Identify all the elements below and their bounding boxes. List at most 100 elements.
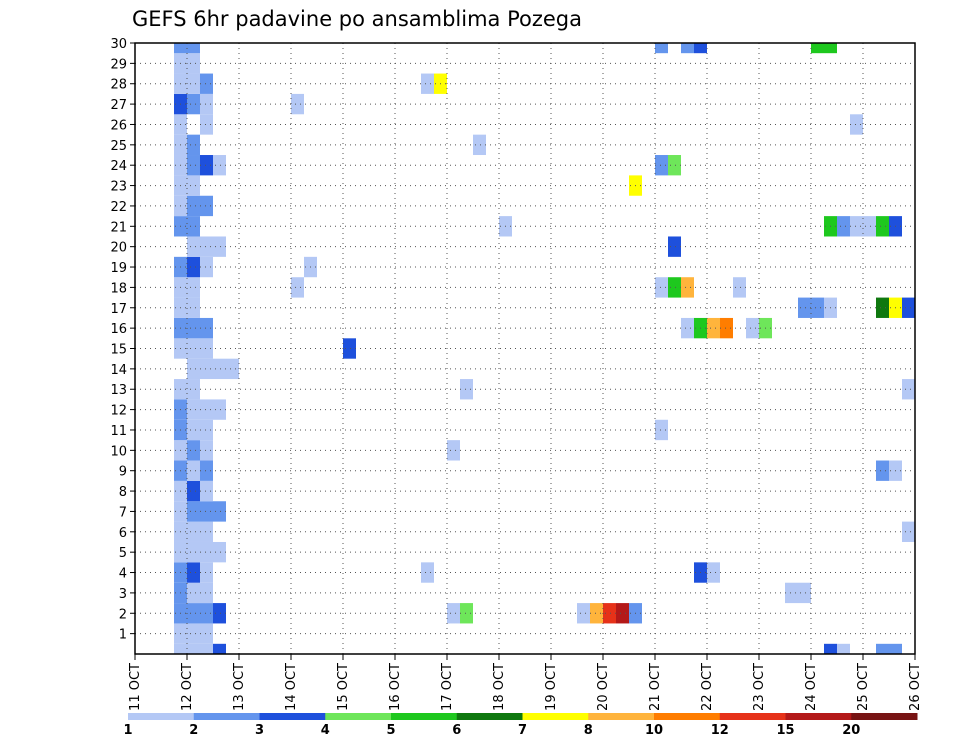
colorbar-label: 8 [584, 723, 593, 738]
heatmap-cell [200, 562, 213, 583]
x-tick-label: 24 OCT [804, 663, 819, 711]
x-tick-label: 11 OCT [128, 663, 143, 711]
colorbar-swatch [391, 713, 458, 720]
heatmap-cell [187, 419, 200, 441]
heatmap-cell [200, 236, 213, 257]
heatmap-cell [902, 379, 915, 400]
x-tick-label: 16 OCT [388, 663, 403, 711]
colorbar-swatch [259, 713, 326, 720]
heatmap-cell [187, 399, 200, 420]
heatmap-cell [187, 43, 200, 54]
heatmap-cell [200, 643, 213, 654]
heatmap-cell [655, 43, 668, 54]
y-tick-label: 19 [110, 261, 127, 276]
heatmap-cell [187, 195, 200, 217]
y-tick-label: 3 [119, 587, 127, 602]
heatmap-cell [213, 236, 226, 257]
heatmap-cell [187, 236, 200, 257]
heatmap-cell [655, 155, 668, 176]
heatmap-cell [200, 623, 213, 644]
heatmap-cell [187, 541, 200, 563]
y-tick-label: 20 [110, 241, 127, 256]
heatmap-cell [681, 317, 694, 339]
heatmap-cell [187, 379, 200, 400]
heatmap-cell [213, 358, 226, 380]
heatmap-cell [200, 338, 213, 359]
colorbar-swatch [128, 713, 195, 720]
heatmap-cell [200, 501, 213, 522]
heatmap-cell [876, 297, 889, 318]
x-tick-label: 14 OCT [284, 663, 299, 711]
colorbar-swatch [719, 713, 786, 720]
heatmap-cell [200, 521, 213, 542]
y-tick-label: 11 [110, 424, 127, 439]
y-tick-label: 26 [110, 118, 127, 133]
heatmap-cell [421, 562, 434, 583]
heatmap-cell [837, 216, 850, 237]
y-tick-label: 18 [110, 281, 127, 296]
colorbar-label: 10 [645, 723, 663, 738]
heatmap-cell [200, 480, 213, 502]
colorbar-swatch [456, 713, 523, 720]
heatmap-cell [187, 582, 200, 604]
heatmap-cell [187, 216, 200, 237]
y-tick-label: 27 [110, 98, 127, 113]
heatmap-cell [200, 460, 213, 481]
heatmap-cell [707, 562, 720, 583]
heatmap-cell [200, 399, 213, 420]
y-tick-label: 9 [119, 465, 127, 480]
heatmap-cell [187, 521, 200, 542]
x-tick-label: 25 OCT [856, 663, 871, 711]
y-tick-label: 28 [110, 78, 127, 93]
heatmap-cell [720, 317, 733, 339]
heatmap-cell [824, 43, 837, 54]
heatmap-cell [200, 582, 213, 604]
heatmap-cell [616, 603, 629, 624]
y-tick-label: 8 [119, 485, 127, 500]
heatmap-cell [837, 643, 850, 654]
heatmap-cell [655, 419, 668, 441]
x-tick-label: 17 OCT [440, 663, 455, 711]
heatmap-cell [863, 216, 876, 237]
y-tick-label: 14 [110, 363, 127, 378]
colorbar-swatch [785, 713, 852, 720]
heatmap-cell [577, 603, 590, 624]
heatmap-cell [213, 643, 226, 654]
heatmap-cell [187, 501, 200, 522]
x-tick-label: 20 OCT [596, 663, 611, 711]
heatmap-cell [707, 317, 720, 339]
heatmap-cell [200, 195, 213, 217]
heatmap-cell [668, 236, 681, 257]
heatmap-cell [811, 43, 824, 54]
chart-title: GEFS 6hr padavine po ansamblima Pozega [132, 7, 582, 31]
heatmap-cell [473, 134, 486, 156]
y-tick-label: 29 [110, 57, 127, 72]
colorbar-swatch [654, 713, 721, 720]
heatmap-cell [187, 603, 200, 624]
heatmap-cell [447, 440, 460, 461]
y-tick-label: 13 [110, 383, 127, 398]
y-tick-label: 17 [110, 302, 127, 317]
y-tick-label: 2 [119, 607, 127, 622]
heatmap-cell [668, 277, 681, 298]
y-tick-label: 16 [110, 322, 127, 337]
heatmap-cell [187, 440, 200, 461]
y-axis: 1234567891011121314151617181920212223242… [110, 37, 135, 643]
y-tick-label: 4 [119, 567, 127, 582]
heatmap-cell [681, 43, 694, 54]
heatmap-cell [187, 155, 200, 176]
heatmap-cell [876, 460, 889, 481]
heatmap-cell [603, 603, 616, 624]
y-tick-label: 5 [119, 546, 127, 561]
colorbar-label: 6 [452, 723, 461, 738]
x-tick-label: 19 OCT [544, 663, 559, 711]
heatmap-cell [200, 114, 213, 135]
colorbar-label: 15 [776, 723, 794, 738]
heatmap-cell [824, 643, 837, 654]
heatmap-cell [213, 541, 226, 563]
heatmap-cell [850, 114, 863, 135]
heatmap-cell [187, 297, 200, 318]
colorbar-label: 3 [255, 723, 264, 738]
heatmap-cell [291, 93, 304, 115]
